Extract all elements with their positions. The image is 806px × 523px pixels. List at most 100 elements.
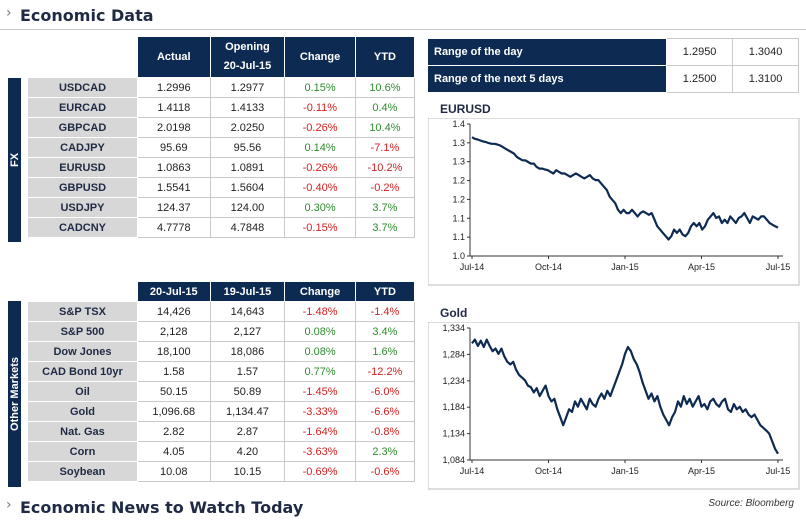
- x-tick-label: Jul-14: [460, 262, 485, 272]
- table-row: USDJPY 124.37 124.00 0.30% 3.7%: [27, 197, 416, 218]
- markets-change-cell: -3.63%: [284, 441, 356, 462]
- x-tick-label: Apr-15: [688, 466, 715, 476]
- y-tick-label: 1.2: [452, 194, 465, 204]
- table-row: Dow Jones 18,100 18,086 0.08% 1.6%: [27, 341, 416, 362]
- markets-ytd-cell: 3.4%: [354, 321, 416, 342]
- fx-actual-cell: 95.69: [136, 137, 211, 158]
- fx-opening-cell: 4.7848: [209, 217, 286, 238]
- markets-ytd-cell: 2.3%: [354, 441, 416, 462]
- markets-row-label: S&P TSX: [27, 301, 138, 322]
- table-row: Soybean 10.08 10.15 -0.69% -0.6%: [27, 461, 416, 482]
- fx-change-cell: -0.26%: [284, 157, 356, 178]
- markets-value2-cell: 14,643: [209, 301, 286, 322]
- markets-value2-cell: 4.20: [209, 441, 286, 462]
- table-row: EURCAD 1.4118 1.4133 -0.11% 0.4%: [27, 97, 416, 118]
- markets-ytd-cell: -1.4%: [354, 301, 416, 322]
- x-tick-label: Jul-15: [766, 262, 791, 272]
- markets-row-label: Nat. Gas: [27, 421, 138, 442]
- markets-row-label: Corn: [27, 441, 138, 462]
- y-tick-label: 1,184: [442, 402, 465, 412]
- markets-value1-cell: 2.82: [136, 421, 211, 442]
- fx-ytd-cell: 10.4%: [354, 117, 416, 138]
- markets-change-cell: -1.45%: [284, 381, 356, 402]
- markets-value1-cell: 18,100: [136, 341, 211, 362]
- markets-table: 20-Jul-15 19-Jul-15 Change YTD S&P TSX 14…: [27, 281, 416, 482]
- range-low: 1.2950: [666, 38, 734, 66]
- chevron-right-icon: ›: [6, 497, 12, 513]
- markets-value2-cell: 2.87: [209, 421, 286, 442]
- x-tick-label: Jul-15: [766, 466, 791, 476]
- range-high: 1.3040: [732, 38, 799, 66]
- news-section-title: Economic News to Watch Today: [20, 498, 304, 517]
- markets-col-change: Change: [284, 281, 356, 302]
- fx-group-label: FX: [8, 78, 21, 242]
- fx-row-label: GBPCAD: [27, 117, 138, 138]
- markets-value2-cell: 2,127: [209, 321, 286, 342]
- markets-row-label: S&P 500: [27, 321, 138, 342]
- table-row: Corn 4.05 4.20 -3.63% 2.3%: [27, 441, 416, 462]
- eurusd-chart-title: EURUSD: [440, 102, 491, 116]
- table-row: GBPCAD 2.0198 2.0250 -0.26% 10.4%: [27, 117, 416, 138]
- table-row: USDCAD 1.2996 1.2977 0.15% 10.6%: [27, 77, 416, 98]
- markets-ytd-cell: 1.6%: [354, 341, 416, 362]
- table-row: S&P TSX 14,426 14,643 -1.48% -1.4%: [27, 301, 416, 322]
- fx-table: Actual Opening 20-Jul-15 Change YTD USDCA…: [27, 36, 416, 238]
- fx-change-cell: -0.40%: [284, 177, 356, 198]
- fx-change-cell: 0.15%: [284, 77, 356, 98]
- markets-row-label: Dow Jones: [27, 341, 138, 362]
- fx-ytd-cell: 3.7%: [354, 197, 416, 218]
- fx-change-cell: -0.15%: [284, 217, 356, 238]
- fx-opening-cell: 1.2977: [209, 77, 286, 98]
- fx-actual-cell: 1.2996: [136, 77, 211, 98]
- series-line: [471, 136, 779, 241]
- table-row: CADJPY 95.69 95.56 0.14% -7.1%: [27, 137, 416, 158]
- economic-news-header: › Economic News to Watch Today: [0, 494, 806, 520]
- fx-row-label: CADJPY: [27, 137, 138, 158]
- fx-opening-cell: 1.4133: [209, 97, 286, 118]
- fx-row-label: EURUSD: [27, 157, 138, 178]
- markets-col-date1: 20-Jul-15: [136, 281, 211, 302]
- series-line: [471, 338, 779, 455]
- markets-ytd-cell: -12.2%: [354, 361, 416, 382]
- table-row: Gold 1,096.68 1,134.47 -3.33% -6.6%: [27, 401, 416, 422]
- gold-chart-title: Gold: [440, 306, 468, 320]
- table-row: Nat. Gas 2.82 2.87 -1.64% -0.8%: [27, 421, 416, 442]
- fx-actual-cell: 2.0198: [136, 117, 211, 138]
- fx-row-label: USDJPY: [27, 197, 138, 218]
- fx-change-cell: 0.14%: [284, 137, 356, 158]
- range-table: Range of the day 1.2950 1.3040 Range of …: [426, 38, 799, 93]
- table-row: Oil 50.15 50.89 -1.45% -6.0%: [27, 381, 416, 402]
- fx-change-cell: -0.26%: [284, 117, 356, 138]
- y-tick-label: 1.3: [452, 157, 465, 167]
- y-tick-label: 1.4: [452, 119, 465, 129]
- y-tick-label: 1,084: [442, 455, 465, 465]
- source-note: Source: Bloomberg: [708, 498, 794, 509]
- fx-change-cell: -0.11%: [284, 97, 356, 118]
- range-row-day: Range of the day 1.2950 1.3040: [426, 38, 799, 66]
- other-markets-group-label: Other Markets: [8, 301, 21, 487]
- fx-opening-cell: 1.5604: [209, 177, 286, 198]
- y-tick-label: 1.0: [452, 251, 465, 261]
- x-tick-label: Jan-15: [611, 466, 639, 476]
- fx-opening-cell: 124.00: [209, 197, 286, 218]
- page-title: Economic Data: [20, 6, 154, 25]
- markets-value2-cell: 50.89: [209, 381, 286, 402]
- fx-actual-cell: 124.37: [136, 197, 211, 218]
- markets-col-date2: 19-Jul-15: [209, 281, 286, 302]
- markets-value1-cell: 1.58: [136, 361, 211, 382]
- fx-opening-cell: 95.56: [209, 137, 286, 158]
- fx-col-change: Change: [284, 36, 356, 78]
- y-tick-label: 1.1: [452, 213, 465, 223]
- markets-value1-cell: 50.15: [136, 381, 211, 402]
- range-row-5days: Range of the next 5 days 1.2500 1.3100: [426, 65, 799, 93]
- markets-value1-cell: 14,426: [136, 301, 211, 322]
- economic-data-header: › Economic Data: [0, 2, 806, 30]
- markets-row-label: CAD Bond 10yr: [27, 361, 138, 382]
- markets-value2-cell: 18,086: [209, 341, 286, 362]
- y-tick-label: 1.1: [452, 232, 465, 242]
- markets-change-cell: -1.48%: [284, 301, 356, 322]
- gold-chart: 1,084 1,134 1,184 1,234 1,284 1,334 Jul-14 Oct-…: [428, 322, 800, 490]
- fx-row-label: EURCAD: [27, 97, 138, 118]
- chart-frame: [428, 118, 800, 286]
- x-tick-label: Jul-14: [460, 466, 485, 476]
